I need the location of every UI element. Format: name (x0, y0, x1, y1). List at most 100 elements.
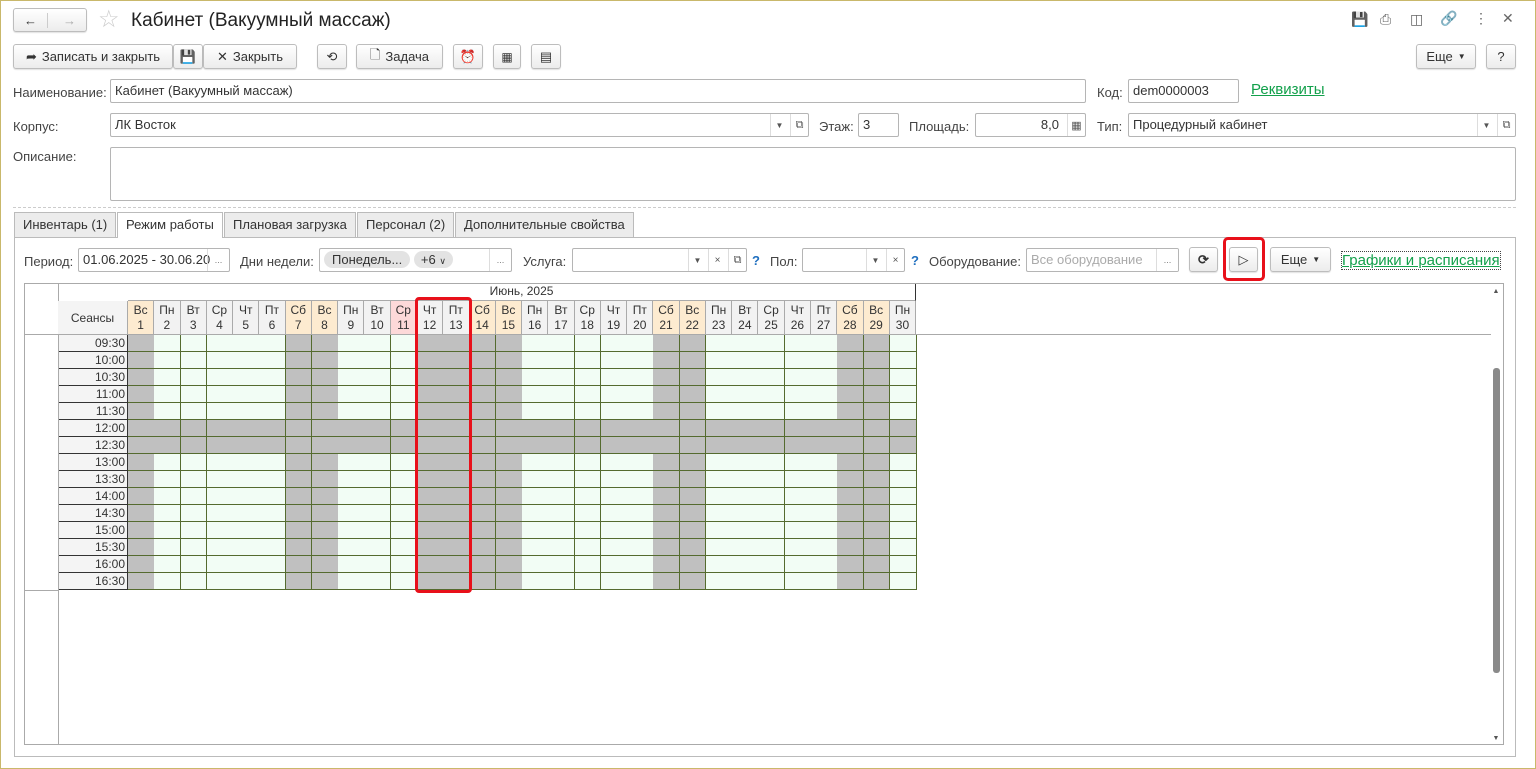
slot-closed[interactable] (653, 505, 681, 522)
gender-help-icon[interactable]: ? (911, 253, 919, 268)
slot-open[interactable] (364, 522, 392, 539)
slot-open[interactable] (889, 386, 917, 403)
tab-staff[interactable]: Персонал (2) (357, 212, 455, 237)
slot-open[interactable] (206, 573, 234, 590)
slot-closed[interactable] (653, 539, 681, 556)
slot-closed[interactable] (837, 471, 865, 488)
slot-open[interactable] (705, 556, 733, 573)
back-icon[interactable]: ← (14, 12, 48, 28)
tab-work-mode[interactable]: Режим работы (117, 212, 223, 238)
slot-closed[interactable] (653, 488, 681, 505)
slot-open[interactable] (889, 335, 917, 352)
slot-closed[interactable] (495, 505, 523, 522)
slot-open[interactable] (627, 386, 654, 403)
slot-closed[interactable] (128, 522, 155, 539)
period-input[interactable]: 01.06.2025 - 30.06.20… (78, 248, 230, 272)
slot-open[interactable] (758, 369, 786, 386)
slot-closed[interactable] (311, 454, 339, 471)
slot-closed[interactable] (653, 352, 681, 369)
slot-open[interactable] (784, 522, 812, 539)
slot-closed[interactable] (338, 420, 365, 437)
slot-open[interactable] (206, 471, 234, 488)
slot-open[interactable] (548, 403, 576, 420)
slot-closed[interactable] (863, 505, 891, 522)
slot-open[interactable] (811, 454, 838, 471)
slot-closed[interactable] (390, 420, 418, 437)
slot-open[interactable] (180, 573, 208, 590)
slot-closed[interactable] (311, 522, 339, 539)
slot-closed[interactable] (653, 573, 681, 590)
slot-open[interactable] (390, 556, 418, 573)
slot-open[interactable] (811, 335, 838, 352)
slot-open[interactable] (574, 369, 602, 386)
slot-open[interactable] (154, 471, 182, 488)
slot-open[interactable] (758, 573, 786, 590)
slot-open[interactable] (364, 556, 392, 573)
slot-open[interactable] (627, 556, 654, 573)
slot-closed[interactable] (863, 420, 891, 437)
slot-open[interactable] (705, 352, 733, 369)
slot-open[interactable] (154, 573, 182, 590)
slot-closed[interactable] (679, 369, 707, 386)
scroll-down-icon[interactable]: ▼ (1492, 735, 1500, 742)
slot-closed[interactable] (233, 437, 260, 454)
refresh-button[interactable]: ⟳ (1189, 247, 1218, 272)
vertical-scrollbar[interactable]: ▲ ▼ (1491, 288, 1501, 742)
slot-open[interactable] (784, 352, 812, 369)
slot-closed[interactable] (128, 573, 155, 590)
slot-closed[interactable] (285, 454, 313, 471)
slot-closed[interactable] (128, 420, 155, 437)
slot-open[interactable] (705, 386, 733, 403)
slot-closed[interactable] (180, 420, 208, 437)
slot-open[interactable] (705, 522, 733, 539)
save-icon[interactable]: 💾 (1351, 11, 1369, 27)
slot-open[interactable] (705, 403, 733, 420)
archive-button[interactable]: ▤ (531, 44, 561, 69)
slot-closed[interactable] (863, 488, 891, 505)
slot-closed[interactable] (863, 539, 891, 556)
slot-open[interactable] (259, 573, 287, 590)
slot-closed[interactable] (811, 420, 838, 437)
slot-open[interactable] (889, 488, 917, 505)
slot-closed[interactable] (285, 471, 313, 488)
slot-closed[interactable] (311, 352, 339, 369)
slot-open[interactable] (206, 505, 234, 522)
history-button[interactable]: ⟲ (317, 44, 347, 69)
slot-closed[interactable] (863, 335, 891, 352)
slot-closed[interactable] (863, 369, 891, 386)
slot-closed[interactable] (863, 454, 891, 471)
ellipsis-icon[interactable]: … (489, 249, 511, 271)
slot-open[interactable] (206, 539, 234, 556)
slot-closed[interactable] (837, 573, 865, 590)
slot-open[interactable] (522, 488, 549, 505)
link-icon[interactable]: 🔗 (1440, 10, 1458, 26)
slot-closed[interactable] (653, 454, 681, 471)
slot-closed[interactable] (732, 420, 759, 437)
slot-closed[interactable] (233, 420, 260, 437)
slot-open[interactable] (338, 352, 365, 369)
slot-open[interactable] (600, 386, 628, 403)
slot-open[interactable] (600, 573, 628, 590)
slot-open[interactable] (758, 556, 786, 573)
slot-open[interactable] (600, 488, 628, 505)
slot-closed[interactable] (679, 454, 707, 471)
slot-open[interactable] (758, 539, 786, 556)
slot-open[interactable] (522, 352, 549, 369)
slot-closed[interactable] (837, 420, 865, 437)
service-select[interactable]: ▼ × ⧉ (572, 248, 747, 272)
slot-open[interactable] (206, 335, 234, 352)
slot-open[interactable] (811, 539, 838, 556)
slot-open[interactable] (811, 352, 838, 369)
slot-open[interactable] (364, 471, 392, 488)
slot-open[interactable] (627, 335, 654, 352)
slot-open[interactable] (390, 352, 418, 369)
slot-open[interactable] (600, 454, 628, 471)
slot-open[interactable] (811, 505, 838, 522)
slot-open[interactable] (784, 573, 812, 590)
slot-open[interactable] (732, 573, 759, 590)
slot-closed[interactable] (311, 488, 339, 505)
slot-open[interactable] (154, 386, 182, 403)
reminder-button[interactable]: ⏰ (453, 44, 483, 69)
help-button[interactable]: ? (1486, 44, 1516, 69)
slot-open[interactable] (233, 352, 260, 369)
